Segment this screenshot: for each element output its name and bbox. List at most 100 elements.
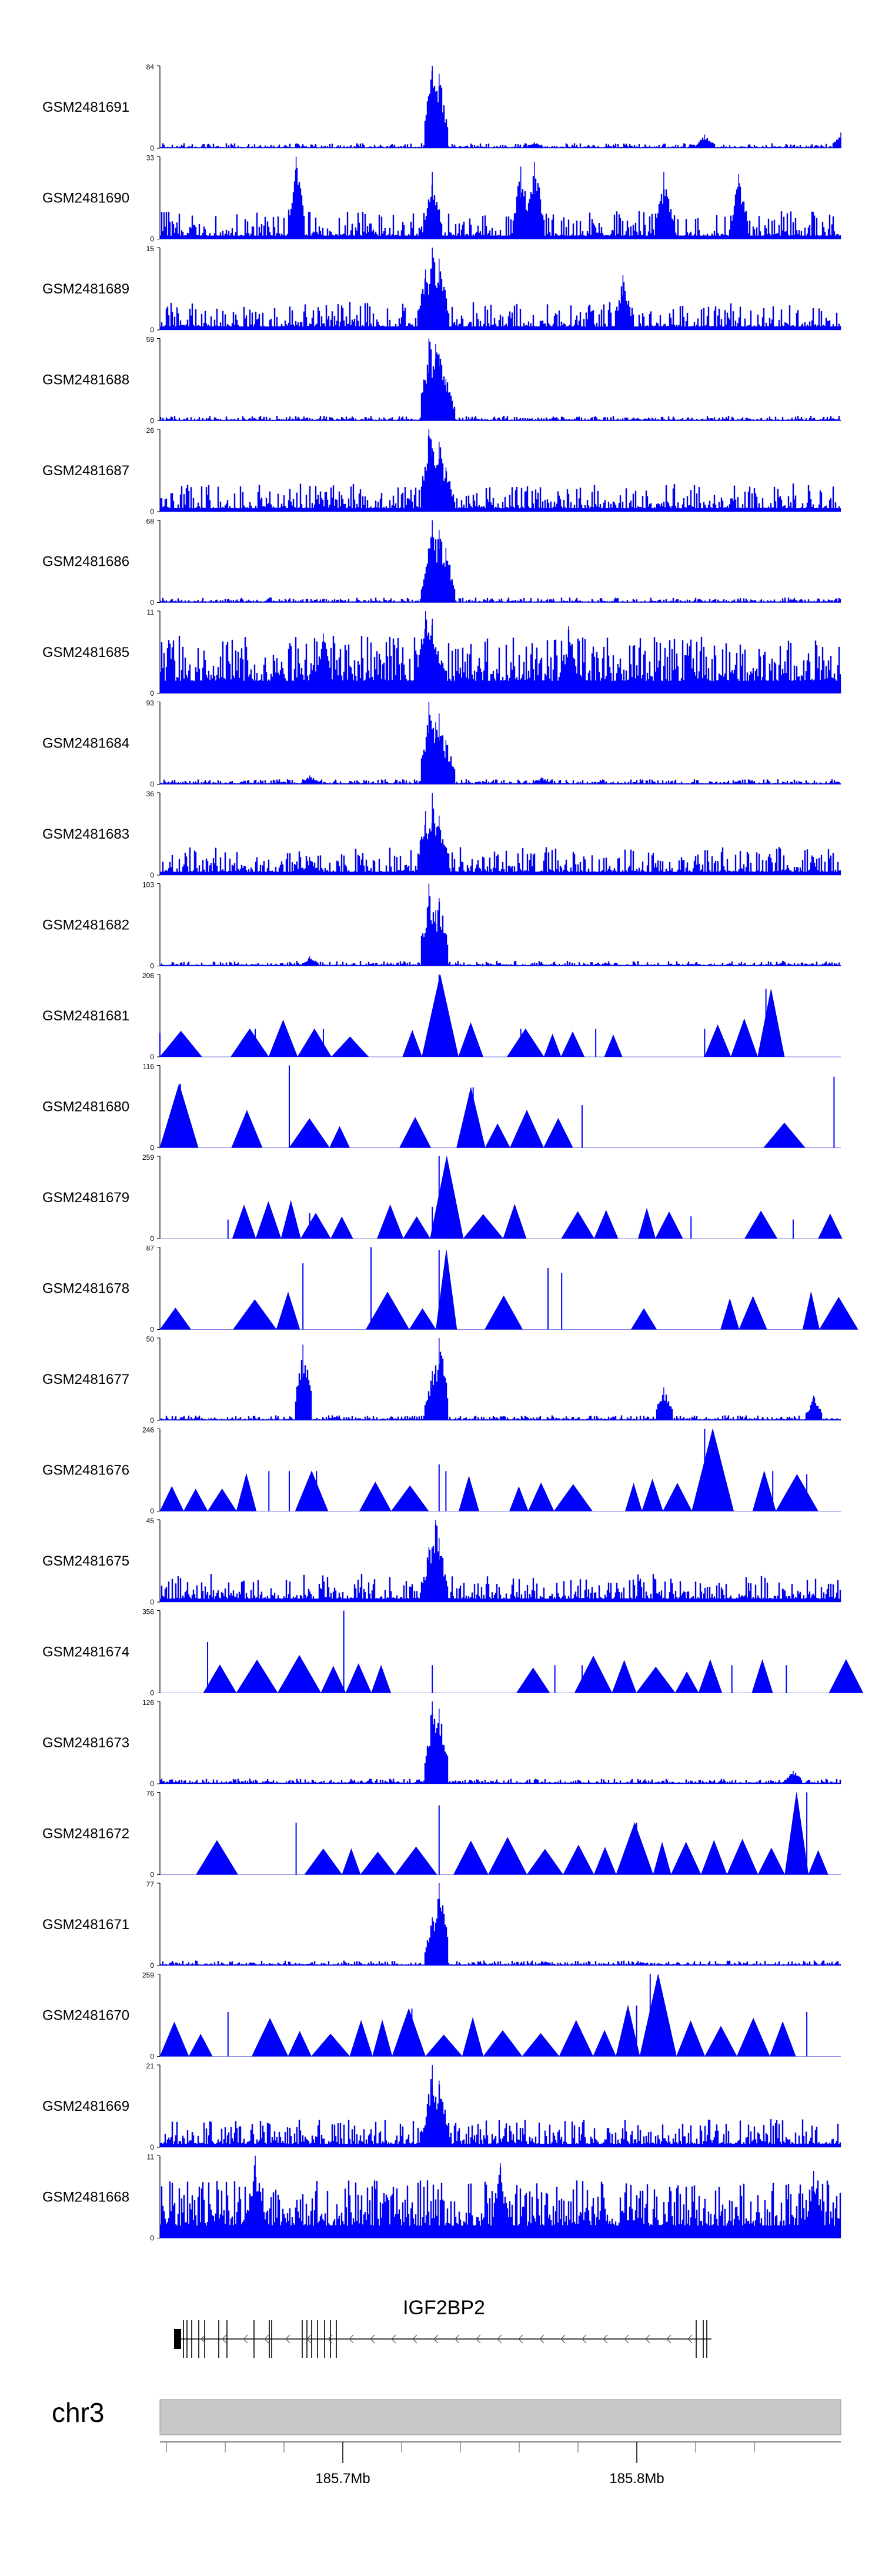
track-GSM2481674: GSM2481674 356 0 [42, 1608, 864, 1697]
chromosome-ideogram-bar [159, 2399, 841, 2435]
track-label: GSM2481680 [42, 1099, 129, 1115]
y-max-label: 59 [146, 336, 155, 344]
coverage-area [159, 808, 841, 876]
track-label: GSM2481677 [42, 1372, 129, 1387]
track-GSM2481683: GSM2481683 36 0 [42, 790, 841, 879]
track-label: GSM2481681 [42, 1008, 129, 1024]
strand-arrow [433, 2334, 439, 2344]
track-label: GSM2481672 [42, 1826, 129, 1842]
y-min-label: 0 [150, 2143, 154, 2151]
gene-label: IGF2BP2 [403, 2297, 485, 2319]
track-label: GSM2481679 [42, 1190, 129, 1206]
chromosome-label: chr3 [52, 2397, 104, 2428]
y-max-label: 77 [146, 1880, 155, 1888]
y-max-label: 76 [146, 1790, 155, 1798]
track-label: GSM2481689 [42, 281, 129, 297]
track-GSM2481668: GSM2481668 11 0 [42, 2153, 841, 2243]
coverage-area [160, 1156, 843, 1240]
track-GSM2481687: GSM2481687 26 0 [42, 426, 841, 516]
y-max-label: 103 [142, 881, 154, 889]
track-GSM2481673: GSM2481673 126 0 [42, 1699, 841, 1788]
track-GSM2481672: GSM2481672 76 0 [42, 1790, 841, 1879]
strand-arrow [412, 2334, 417, 2344]
coverage-area [159, 71, 841, 149]
y-max-label: 126 [142, 1699, 154, 1707]
y-max-label: 116 [143, 1063, 154, 1071]
strand-arrow [391, 2334, 396, 2344]
y-max-label: 246 [142, 1426, 154, 1434]
y-min-label: 0 [150, 1234, 154, 1243]
coverage-area [159, 341, 841, 421]
y-min-label: 0 [150, 962, 154, 970]
track-GSM2481691: GSM2481691 84 0 [42, 63, 841, 152]
track-label: GSM2481688 [42, 372, 129, 388]
axis-tick-label: 185.7Mb [315, 2471, 370, 2487]
genomic-axis: 185.7Mb 185.8Mb [160, 2441, 841, 2487]
track-GSM2481671: GSM2481671 77 0 [42, 1880, 841, 1970]
y-max-label: 45 [146, 1517, 155, 1525]
track-GSM2481690: GSM2481690 33 0 [42, 154, 841, 243]
y-min-label: 0 [150, 1326, 154, 1334]
y-min-label: 0 [150, 1416, 154, 1424]
y-min-label: 0 [150, 1961, 154, 1970]
y-min-label: 0 [150, 1871, 154, 1879]
strand-arrow [645, 2334, 650, 2344]
track-label: GSM2481668 [42, 2190, 129, 2205]
track-GSM2481675: GSM2481675 45 0 [42, 1517, 841, 1606]
track-GSM2481689: GSM2481689 15 0 [42, 245, 841, 334]
track-label: GSM2481687 [42, 463, 129, 479]
coverage-area [159, 2079, 841, 2148]
coverage-area [159, 715, 841, 785]
y-max-label: 11 [147, 608, 155, 616]
track-GSM2481685: GSM2481685 11 0 [42, 608, 841, 698]
coverage-area [159, 896, 841, 966]
y-max-label: 206 [142, 972, 154, 980]
y-max-label: 87 [146, 1244, 155, 1253]
coverage-area [159, 1083, 841, 1149]
track-label: GSM2481686 [42, 554, 129, 570]
coverage-tracks: GSM2481691840GSM2481690330GSM2481689150G… [42, 63, 864, 2243]
strand-arrow [476, 2334, 481, 2344]
track-label: GSM2481682 [42, 917, 129, 933]
track-GSM2481688: GSM2481688 59 0 [42, 336, 841, 425]
track-label: GSM2481669 [42, 2098, 129, 2114]
strand-arrow [349, 2334, 354, 2344]
strand-arrow [603, 2334, 608, 2344]
y-min-label: 0 [150, 689, 154, 698]
y-min-label: 0 [150, 871, 154, 879]
y-min-label: 0 [150, 508, 154, 516]
y-max-label: 68 [146, 518, 155, 526]
y-max-label: 259 [142, 1971, 154, 1980]
track-label: GSM2481691 [42, 99, 129, 115]
y-min-label: 0 [150, 1689, 154, 1697]
track-label: GSM2481690 [42, 191, 129, 206]
y-max-label: 15 [146, 245, 155, 253]
track-GSM2481670: GSM2481670 259 0 [42, 1971, 841, 2061]
strand-arrow [455, 2334, 460, 2344]
coverage-area [159, 974, 841, 1058]
track-GSM2481677: GSM2481677 50 0 [42, 1335, 841, 1424]
coverage-area [159, 1714, 841, 1784]
strand-arrow [306, 2334, 312, 2344]
coverage-area [159, 258, 841, 331]
strand-arrow [560, 2334, 566, 2344]
track-GSM2481682: GSM2481682 103 0 [42, 881, 841, 970]
track-GSM2481669: GSM2481669 21 0 [42, 2062, 841, 2151]
y-max-label: 21 [146, 2062, 155, 2070]
y-max-label: 259 [142, 1153, 154, 1162]
y-min-label: 0 [150, 144, 154, 152]
y-max-label: 93 [146, 699, 155, 708]
coverage-area [160, 1654, 864, 1694]
y-min-label: 0 [150, 235, 154, 243]
y-max-label: 36 [146, 790, 155, 798]
strand-arrow [666, 2334, 671, 2344]
track-GSM2481679: GSM2481679 259 0 [42, 1153, 843, 1243]
strand-arrow [243, 2334, 248, 2344]
coverage-area [159, 1974, 841, 2057]
track-GSM2481676: GSM2481676 246 0 [42, 1426, 841, 1516]
strand-arrow [264, 2334, 269, 2344]
strand-arrow [285, 2334, 290, 2344]
coverage-area [160, 1792, 841, 1876]
y-min-label: 0 [150, 780, 154, 789]
